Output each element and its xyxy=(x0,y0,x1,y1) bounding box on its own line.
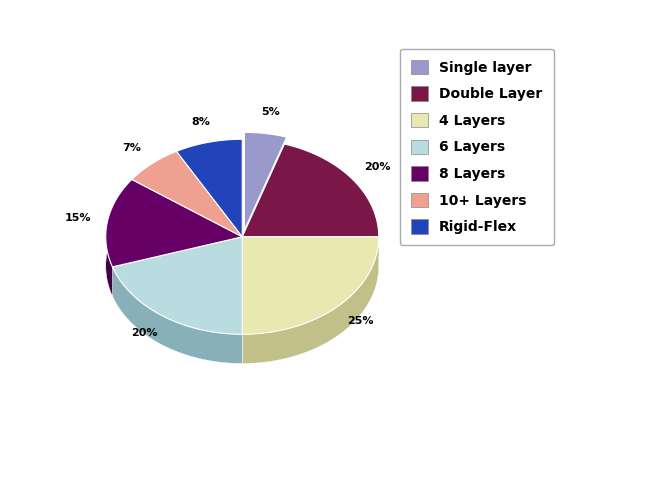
Text: 8%: 8% xyxy=(191,116,211,127)
Polygon shape xyxy=(112,237,242,334)
Text: 15%: 15% xyxy=(65,213,91,223)
Polygon shape xyxy=(176,139,242,237)
Polygon shape xyxy=(242,237,379,334)
Legend: Single layer, Double Layer, 4 Layers, 6 Layers, 8 Layers, 10+ Layers, Rigid-Flex: Single layer, Double Layer, 4 Layers, 6 … xyxy=(401,49,554,246)
Polygon shape xyxy=(242,144,379,237)
Text: 25%: 25% xyxy=(346,316,374,326)
Text: 20%: 20% xyxy=(364,162,390,172)
Polygon shape xyxy=(106,222,112,296)
Text: 20%: 20% xyxy=(131,328,158,338)
Polygon shape xyxy=(378,223,379,266)
Polygon shape xyxy=(132,151,242,237)
Text: 5%: 5% xyxy=(261,107,280,117)
Polygon shape xyxy=(242,237,379,363)
Polygon shape xyxy=(112,267,242,363)
Polygon shape xyxy=(244,133,286,230)
Polygon shape xyxy=(106,179,242,267)
Text: 7%: 7% xyxy=(123,142,142,152)
